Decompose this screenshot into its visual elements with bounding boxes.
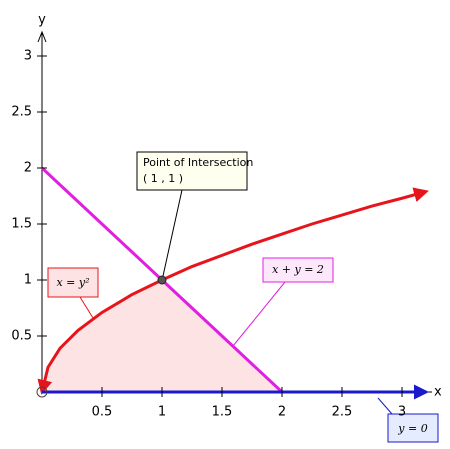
x-tick-label: 1	[158, 405, 166, 420]
leader	[79, 296, 94, 319]
intersection-label: Point of Intersection	[143, 156, 253, 169]
series-label: y = 0	[397, 422, 427, 435]
y-tick-label: 1.5	[11, 217, 32, 232]
series-label: x + y = 2	[272, 263, 324, 276]
y-tick-label: 2	[24, 161, 32, 176]
x-tick-label: 0.5	[92, 405, 113, 420]
intersection-box	[136, 151, 248, 191]
intersection-point	[157, 275, 167, 285]
x-tick-label: 2.5	[332, 405, 353, 420]
x-tick-label: 1.5	[212, 405, 233, 420]
leader	[232, 281, 286, 347]
x-tick-label: 3	[398, 405, 406, 420]
leader	[377, 397, 393, 415]
series-label-box	[387, 413, 439, 443]
intersection-coords: ( 1 , 1 )	[143, 172, 183, 185]
y-tick-label: 0.5	[11, 329, 32, 344]
origin-marker	[36, 386, 48, 398]
x-axis-label: x	[434, 385, 442, 400]
series-line	[37, 187, 429, 395]
x-tick-label: 2	[278, 405, 286, 420]
y-axis-label: y	[38, 13, 46, 28]
y-tick-label: 1	[24, 273, 32, 288]
series-label-box	[47, 267, 99, 298]
series-label-box	[262, 257, 334, 283]
y-tick-label: 3	[24, 49, 32, 64]
series-label: x = y²	[56, 276, 89, 289]
y-axis-arrow	[37, 30, 47, 43]
y-tick-label: 2.5	[11, 105, 32, 120]
leader	[162, 189, 183, 277]
